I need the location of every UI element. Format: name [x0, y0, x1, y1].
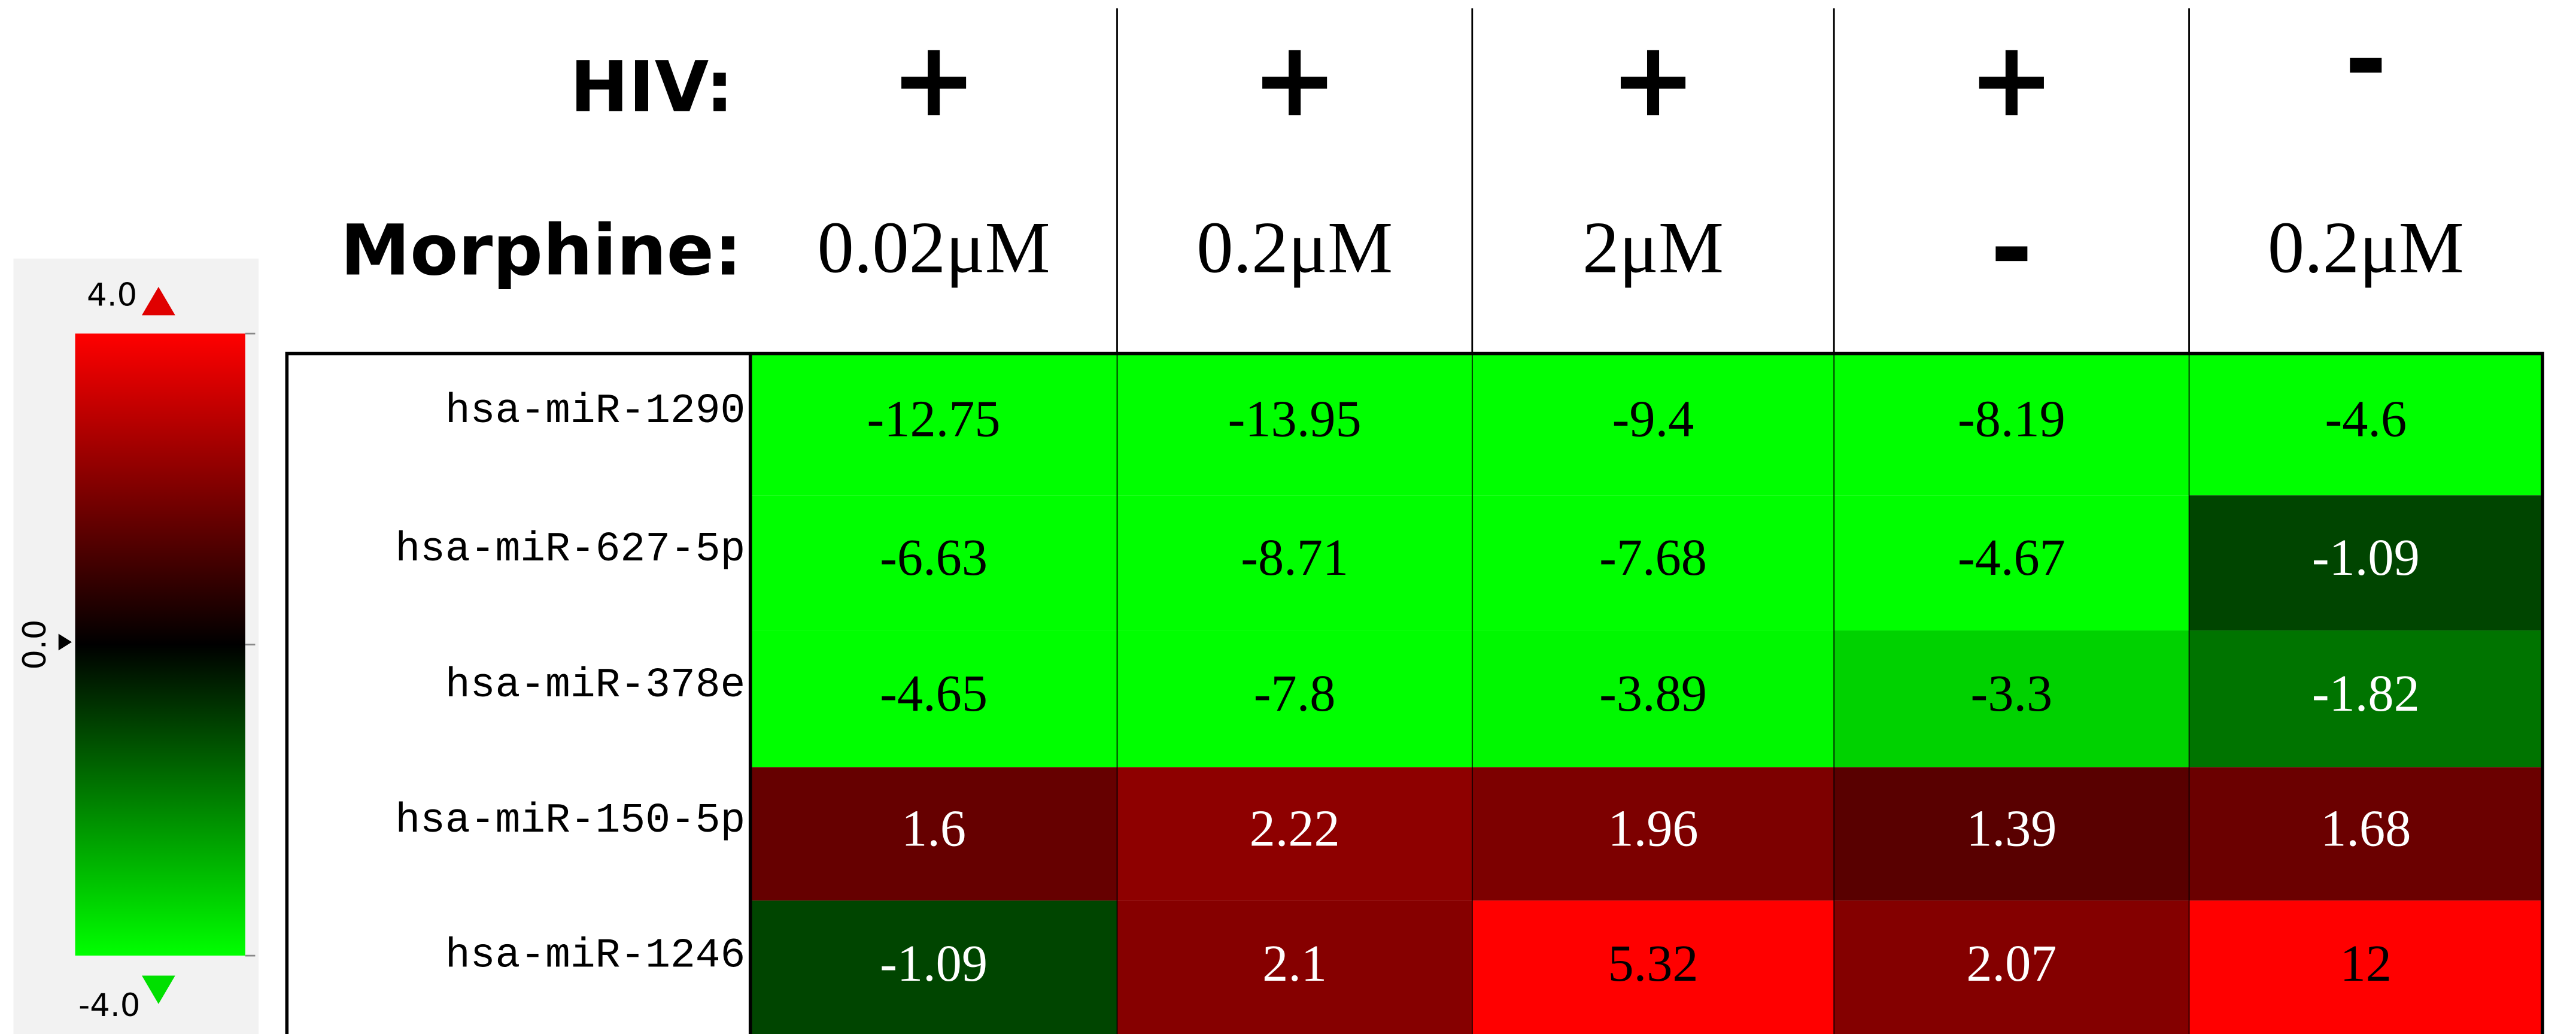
colorbar-tick-label: 4.0	[87, 277, 137, 313]
cell-value: -4.6	[2325, 390, 2407, 448]
heatmap-cell	[1117, 630, 1472, 768]
heatmap-cell	[1834, 767, 2189, 901]
heatmap-cell	[1472, 900, 1834, 1034]
cell-value: -1.09	[2312, 529, 2420, 586]
heatmap-cell	[1472, 353, 1834, 496]
heatmap-cell	[750, 767, 1117, 901]
morphine-dose: 0.2μM	[1196, 207, 1393, 288]
cell-value: 2.07	[1966, 935, 2056, 992]
heatmap-cell	[2189, 767, 2543, 901]
cell-value: -8.71	[1241, 529, 1348, 586]
cell-value: 2.1	[1262, 935, 1327, 992]
heatmap-cell	[1834, 353, 2189, 496]
row-label: hsa-miR-1246	[445, 932, 745, 979]
heatmap-cell	[1834, 495, 2189, 630]
hiv-sign: +	[1610, 19, 1697, 140]
heatmap-cell	[1117, 767, 1472, 901]
heatmap-cell	[2189, 900, 2543, 1034]
row-label: hsa-miR-627-5p	[395, 526, 745, 573]
heatmap-cell	[1472, 495, 1834, 630]
cell-value: 5.32	[1608, 935, 1698, 992]
hiv-sign: -	[2344, 0, 2387, 120]
heatmap-cell	[750, 900, 1117, 1034]
colorbar-tick-label: -4.0	[78, 987, 140, 1024]
cell-value: 1.6	[901, 800, 966, 857]
heatmap-cell	[750, 495, 1117, 630]
heatmap-cell	[1834, 630, 2189, 768]
colorbar-tick-label: 0.0	[17, 620, 53, 670]
cell-value: -4.67	[1958, 529, 2065, 586]
cell-value: -4.65	[880, 665, 988, 722]
cell-value: -13.95	[1228, 390, 1362, 448]
cell-value: -1.82	[2312, 665, 2420, 722]
heatmap-cell	[2189, 353, 2543, 496]
cell-value: -7.8	[1254, 665, 1336, 722]
heatmap-cell	[2189, 495, 2543, 630]
cell-value: -9.4	[1612, 390, 1694, 448]
morphine-dose: 2μM	[1582, 207, 1724, 288]
row-label: hsa-miR-378e	[445, 662, 745, 709]
heatmap-cell	[750, 353, 1117, 496]
heatmap-cell	[1472, 767, 1834, 901]
hiv-label: HIV:	[570, 46, 734, 128]
cell-value: -7.68	[1599, 529, 1707, 586]
cell-value: -8.19	[1958, 390, 2065, 448]
cell-value: -12.75	[867, 390, 1001, 448]
cell-value: -3.3	[1971, 665, 2053, 722]
hiv-sign: +	[891, 19, 977, 140]
cell-value: 1.68	[2320, 800, 2411, 857]
heatmap-cell	[1472, 630, 1834, 768]
heatmap-cell	[750, 630, 1117, 768]
morphine-label: Morphine:	[341, 209, 742, 291]
cell-value: 12	[2340, 935, 2392, 992]
heatmap-cell	[1117, 353, 1472, 496]
heatmap-cell	[1834, 900, 2189, 1034]
cell-value: -1.09	[880, 935, 988, 992]
cell-value: -6.63	[880, 529, 988, 586]
colorbar	[75, 333, 245, 956]
cell-value: 1.96	[1608, 800, 1698, 857]
row-label: hsa-miR-150-5p	[395, 797, 745, 844]
morphine-dose: -	[1990, 188, 2033, 308]
cell-value: 2.22	[1250, 800, 1340, 857]
heatmap-cell	[2189, 630, 2543, 768]
mid-arrow	[58, 633, 72, 651]
heatmap-cell	[1117, 495, 1472, 630]
heatmap-cell	[1117, 900, 1472, 1034]
high-arrow	[141, 287, 175, 316]
hiv-sign: +	[1251, 19, 1338, 140]
cell-value: 1.39	[1966, 800, 2056, 857]
hiv-sign: +	[1969, 19, 2055, 140]
row-label: hsa-miR-1290	[445, 387, 745, 435]
morphine-dose: 0.02μM	[818, 207, 1050, 288]
cell-value: -3.89	[1599, 665, 1707, 722]
morphine-dose: 0.2μM	[2268, 207, 2464, 288]
table-border	[285, 351, 2544, 1034]
low-arrow	[141, 975, 175, 1004]
